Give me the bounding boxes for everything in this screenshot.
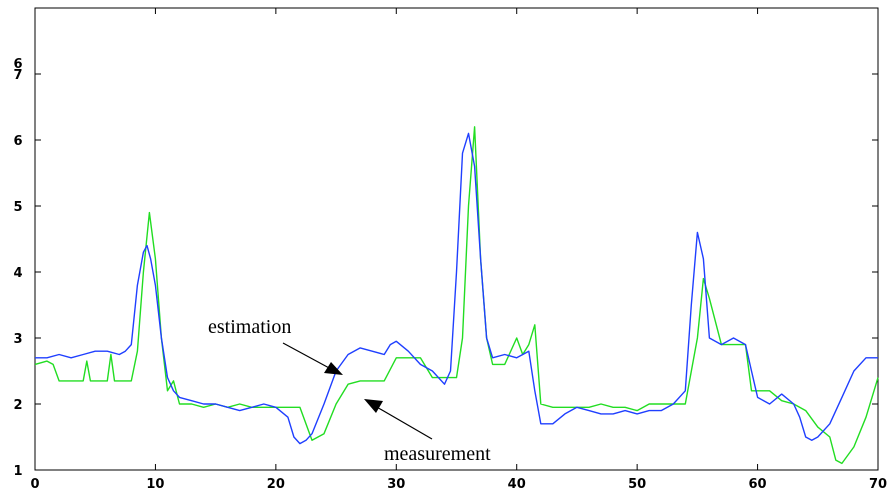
x-tick-label-40: 40 [508, 477, 526, 492]
estimation-arrow-shaft [282, 342, 332, 370]
measurement-arrow-shaft [374, 405, 433, 440]
measurement-label: measurement [384, 443, 491, 465]
x-tick-label-50: 50 [628, 477, 646, 492]
x-tick-label-70: 70 [869, 477, 887, 492]
y-tick-label-7: 7 [13, 68, 22, 83]
y-tick-label-6: 6 [13, 134, 22, 149]
y-tick-label-top: 6 [13, 57, 22, 72]
y-tick-label-2: 2 [13, 398, 22, 413]
estimation-label: estimation [208, 316, 291, 338]
x-tick-label-30: 30 [387, 477, 405, 492]
measurement-arrowhead [364, 399, 383, 413]
axis-ticks [34, 8, 879, 471]
x-tick-label-60: 60 [749, 477, 767, 492]
y-tick-label-1: 1 [13, 464, 22, 479]
x-tick-label-20: 20 [267, 477, 285, 492]
y-tick-label-3: 3 [13, 332, 22, 347]
x-tick-label-10: 10 [146, 477, 164, 492]
estimation-arrowhead [324, 362, 343, 375]
y-tick-label-5: 5 [13, 200, 22, 215]
plot-frame [34, 7, 879, 471]
x-tick-label-0: 0 [30, 477, 39, 492]
series-layer [34, 126, 879, 465]
y-tick-label-4: 4 [13, 266, 22, 281]
series-line-measurement [34, 126, 879, 465]
estimation-annotation: estimation [208, 316, 343, 375]
series-line-estimation [35, 132, 878, 445]
measurement-annotation: measurement [364, 399, 491, 465]
